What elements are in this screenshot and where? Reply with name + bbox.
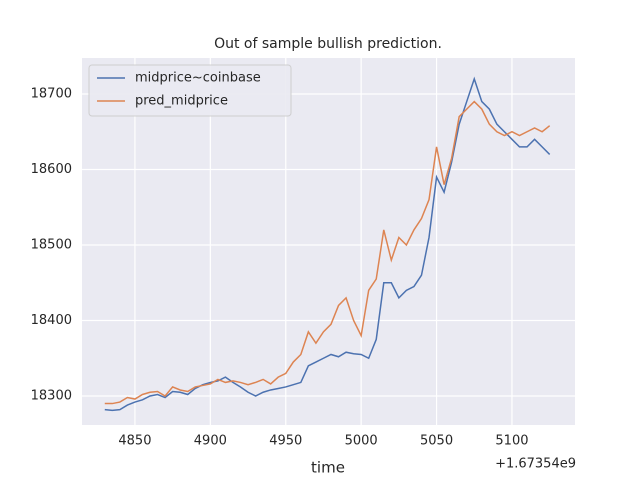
series-line: [104, 100, 551, 405]
x-tick-label: 4850: [118, 434, 151, 449]
y-tick-label: 18700: [31, 87, 72, 102]
y-tick-label: 18600: [31, 162, 72, 177]
y-tick-label: 18300: [31, 389, 72, 404]
legend-label: midprice~coinbase: [135, 71, 261, 86]
series-line: [104, 76, 551, 412]
x-tick-label: 4900: [194, 434, 227, 449]
legend-box: [88, 64, 292, 117]
x-tick-label: 5050: [420, 434, 453, 449]
x-axis-label: time: [311, 459, 345, 477]
chart-title: Out of sample bullish prediction.: [214, 36, 442, 52]
y-tick-label: 18400: [31, 313, 72, 328]
y-tick-label: 18500: [31, 238, 72, 253]
legend-label: pred_midprice: [135, 94, 228, 109]
plot-area: [82, 58, 575, 425]
x-tick-label: 4950: [269, 434, 302, 449]
x-tick-label: 5000: [345, 434, 378, 449]
x-tick-label: 5100: [495, 434, 528, 449]
x-offset-label: +1.67354e9: [495, 457, 576, 472]
